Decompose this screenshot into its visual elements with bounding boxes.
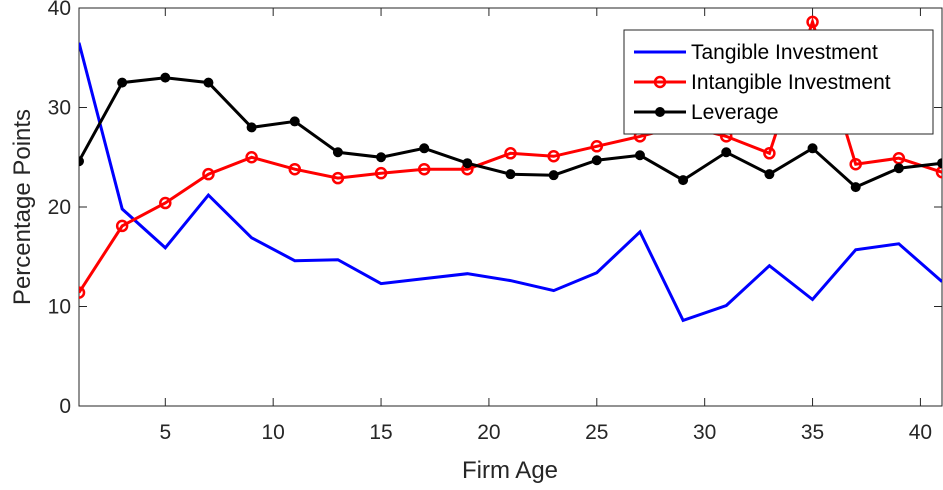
x-tick-label: 5	[159, 421, 171, 444]
data-point-intangible-investment	[245, 151, 258, 164]
data-point-intangible-investment	[590, 140, 604, 153]
x-tick-label: 20	[477, 421, 500, 444]
data-point-intangible-investment	[374, 166, 388, 180]
data-point-intangible-investment	[288, 162, 301, 176]
x-tick-label: 15	[369, 421, 392, 444]
y-tick-label: 20	[48, 196, 71, 219]
x-axis-title: Firm Age	[462, 457, 558, 484]
axes	[78, 7, 943, 407]
tick-labels: 5 10 15 20 25 30 35 40 0 10 20 30 40	[48, 0, 932, 444]
data-point-leverage	[246, 122, 257, 133]
data-point-intangible-investment	[504, 147, 517, 160]
data-point-intangible-investment	[159, 196, 172, 210]
data-point-intangible-investment	[79, 286, 86, 299]
legend: Tangible Investment Intangible Investment…	[623, 29, 934, 135]
data-point-leverage	[937, 158, 942, 169]
data-point-intangible-investment	[202, 167, 215, 181]
data-point-leverage	[634, 150, 645, 161]
legend-label-tangible-investment: Tangible Investment	[691, 41, 878, 64]
data-point-leverage	[376, 152, 387, 163]
data-point-intangible-investment	[331, 171, 345, 185]
legend-marker-intangible-investment	[653, 75, 667, 89]
x-tick-label: 30	[693, 421, 716, 444]
x-tick-label: 25	[585, 421, 608, 444]
data-point-leverage	[721, 147, 732, 158]
data-point-leverage	[462, 158, 473, 169]
y-axis-title: Percentage Points	[9, 109, 36, 305]
data-point-intangible-investment	[763, 147, 776, 160]
data-point-leverage	[505, 169, 516, 180]
data-point-leverage	[850, 182, 861, 193]
y-tick-label: 0	[59, 395, 71, 418]
x-tick-label: 40	[909, 421, 932, 444]
data-point-leverage	[203, 77, 214, 88]
data-point-leverage	[807, 143, 818, 154]
data-point-leverage	[764, 169, 775, 180]
y-tick-label: 30	[48, 97, 71, 120]
data-point-intangible-investment	[849, 157, 862, 171]
y-tick-label: 40	[48, 0, 71, 20]
data-point-intangible-investment	[935, 165, 942, 179]
data-point-leverage	[332, 147, 343, 158]
data-point-leverage	[289, 116, 300, 127]
data-point-intangible-investment	[806, 15, 819, 29]
data-point-leverage	[419, 143, 430, 154]
data-point-leverage	[79, 156, 84, 167]
series-line-tangible-investment	[79, 42, 942, 323]
data-point-intangible-investment	[547, 150, 560, 163]
y-tick-label: 10	[48, 296, 71, 319]
data-point-leverage	[117, 77, 128, 88]
x-tick-label: 35	[801, 421, 824, 444]
x-tick-label: 10	[261, 421, 284, 444]
data-point-leverage	[893, 163, 904, 174]
data-point-intangible-investment	[417, 162, 431, 176]
data-point-leverage	[591, 155, 602, 166]
legend-label-leverage: Leverage	[691, 101, 779, 124]
legend-label-intangible-investment: Intangible Investment	[691, 71, 891, 94]
data-point-leverage	[548, 170, 559, 181]
data-point-leverage	[160, 72, 171, 83]
data-point-leverage	[678, 175, 689, 186]
legend-marker-leverage	[655, 107, 665, 117]
data-point-intangible-investment	[115, 219, 129, 233]
